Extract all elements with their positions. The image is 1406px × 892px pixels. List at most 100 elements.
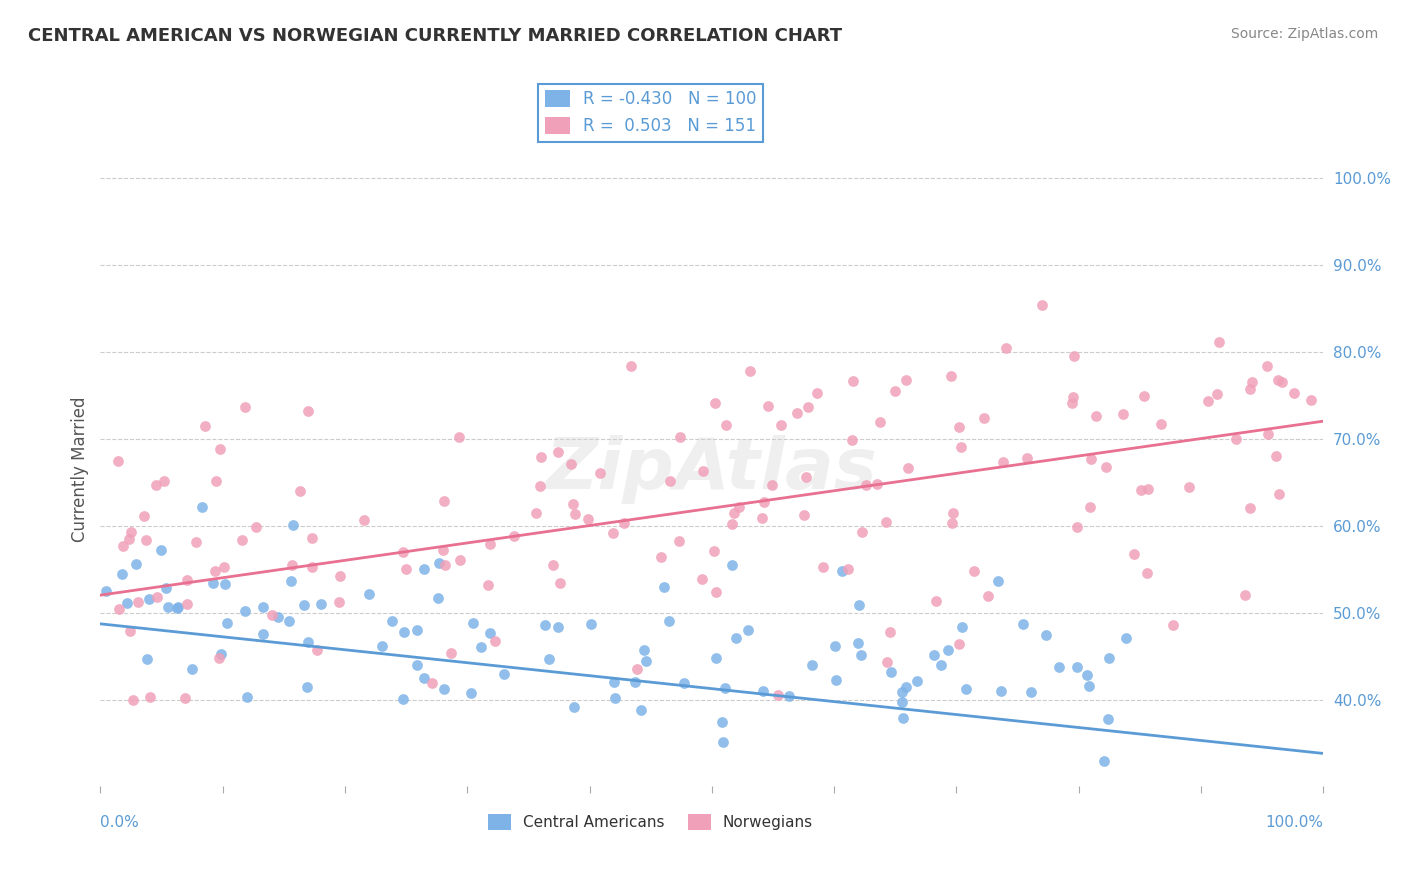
- Point: [118, 532, 141, 546]
- Point: [561, 497, 583, 511]
- Point: [579, 617, 602, 632]
- Text: Source: ZipAtlas.com: Source: ZipAtlas.com: [1230, 27, 1378, 41]
- Point: [297, 404, 319, 418]
- Point: [756, 400, 779, 414]
- Point: [125, 557, 148, 571]
- Point: [433, 493, 456, 508]
- Point: [949, 440, 972, 454]
- Point: [602, 674, 624, 689]
- Point: [986, 574, 1008, 588]
- Point: [848, 599, 870, 613]
- Point: [174, 690, 197, 705]
- Point: [884, 384, 907, 398]
- Point: [751, 510, 773, 524]
- Legend: R = -0.430   N = 100, R =  0.503   N = 151: R = -0.430 N = 100, R = 0.503 N = 151: [538, 84, 763, 142]
- Point: [692, 464, 714, 478]
- Point: [329, 568, 352, 582]
- Point: [1080, 451, 1102, 466]
- Point: [233, 400, 256, 414]
- Point: [260, 607, 283, 622]
- Point: [420, 676, 443, 690]
- Point: [449, 430, 471, 444]
- Point: [406, 623, 429, 637]
- Point: [479, 537, 502, 551]
- Point: [846, 636, 869, 650]
- Point: [1150, 417, 1173, 431]
- Point: [1135, 566, 1157, 580]
- Point: [948, 637, 970, 651]
- Point: [1092, 754, 1115, 768]
- Point: [977, 590, 1000, 604]
- Point: [432, 542, 454, 557]
- Point: [392, 624, 415, 639]
- Point: [1122, 547, 1144, 561]
- Point: [440, 646, 463, 660]
- Point: [1268, 487, 1291, 501]
- Point: [413, 562, 436, 576]
- Point: [894, 681, 917, 695]
- Point: [728, 500, 751, 515]
- Point: [145, 478, 167, 492]
- Point: [1206, 387, 1229, 401]
- Point: [841, 434, 863, 448]
- Point: [793, 508, 815, 523]
- Point: [654, 580, 676, 594]
- Point: [1095, 460, 1118, 475]
- Point: [806, 385, 828, 400]
- Point: [669, 429, 692, 443]
- Point: [690, 572, 713, 586]
- Point: [1256, 359, 1278, 374]
- Point: [672, 676, 695, 690]
- Point: [138, 591, 160, 606]
- Point: [252, 600, 274, 615]
- Point: [152, 474, 174, 488]
- Point: [449, 552, 471, 566]
- Point: [1177, 480, 1199, 494]
- Point: [800, 657, 823, 672]
- Point: [136, 652, 159, 666]
- Text: 0.0%: 0.0%: [100, 815, 139, 830]
- Point: [166, 599, 188, 614]
- Point: [703, 544, 725, 558]
- Point: [194, 418, 217, 433]
- Point: [752, 683, 775, 698]
- Point: [412, 671, 434, 685]
- Point: [305, 643, 328, 657]
- Point: [121, 692, 143, 706]
- Point: [905, 674, 928, 689]
- Point: [891, 711, 914, 725]
- Point: [1197, 393, 1219, 408]
- Point: [212, 559, 235, 574]
- Point: [252, 627, 274, 641]
- Point: [1062, 396, 1084, 410]
- Point: [851, 524, 873, 539]
- Point: [714, 417, 737, 432]
- Point: [205, 474, 228, 488]
- Point: [786, 406, 808, 420]
- Point: [1240, 375, 1263, 389]
- Point: [1267, 373, 1289, 387]
- Point: [139, 690, 162, 704]
- Point: [891, 685, 914, 699]
- Point: [626, 662, 648, 676]
- Point: [1076, 668, 1098, 682]
- Point: [963, 564, 986, 578]
- Point: [941, 516, 963, 531]
- Point: [547, 620, 569, 634]
- Point: [149, 543, 172, 558]
- Point: [1011, 616, 1033, 631]
- Point: [1115, 632, 1137, 646]
- Point: [842, 374, 865, 388]
- Point: [280, 574, 302, 588]
- Point: [942, 506, 965, 520]
- Point: [201, 576, 224, 591]
- Point: [502, 529, 524, 543]
- Point: [1112, 407, 1135, 421]
- Point: [704, 585, 727, 599]
- Point: [1063, 349, 1085, 363]
- Text: CENTRAL AMERICAN VS NORWEGIAN CURRENTLY MARRIED CORRELATION CHART: CENTRAL AMERICAN VS NORWEGIAN CURRENTLY …: [28, 27, 842, 45]
- Point: [208, 442, 231, 456]
- Point: [135, 533, 157, 547]
- Point: [1257, 427, 1279, 442]
- Point: [134, 508, 156, 523]
